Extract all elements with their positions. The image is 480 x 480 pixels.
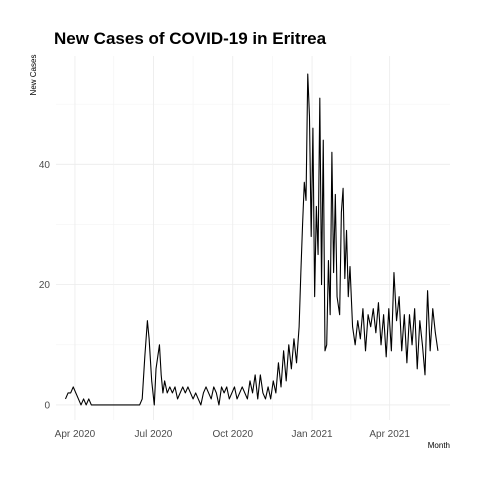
x-tick-label: Jan 2021 [291, 429, 333, 440]
y-axis-ticks: 0 20 40 [39, 160, 51, 412]
grid [56, 56, 450, 420]
x-axis-ticks: Apr 2020 Jul 2020 Oct 2020 Jan 2021 Apr 2021 [55, 429, 411, 440]
x-tick-label: Apr 2021 [369, 429, 410, 440]
y-tick-label: 0 [44, 400, 50, 411]
y-tick-label: 20 [39, 280, 51, 291]
x-tick-label: Apr 2020 [55, 429, 96, 440]
x-tick-label: Jul 2020 [135, 429, 173, 440]
chart-title: New Cases of COVID-19 in Eritrea [54, 29, 327, 48]
y-axis-title: New Cases [29, 55, 38, 96]
series-line [64, 73, 439, 406]
x-axis-title: Month [428, 441, 450, 450]
y-tick-label: 40 [39, 160, 51, 171]
x-tick-label: Oct 2020 [212, 429, 253, 440]
plot-area [64, 73, 439, 406]
